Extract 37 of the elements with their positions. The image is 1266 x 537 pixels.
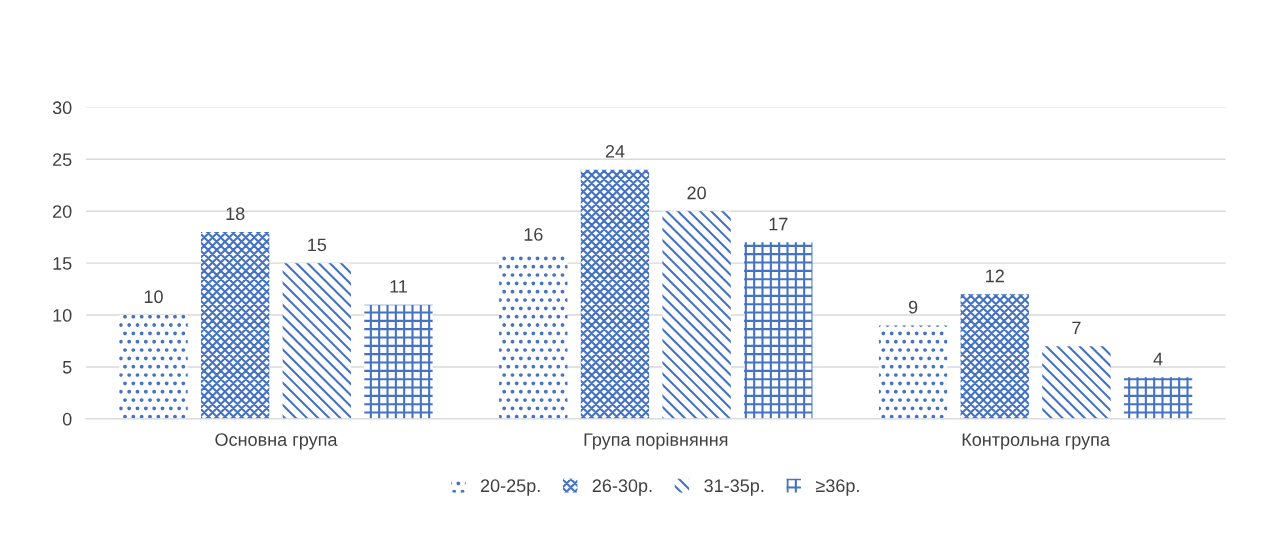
- bar: [282, 263, 351, 419]
- data-label: 18: [226, 207, 245, 221]
- bar: [200, 231, 270, 419]
- data-label: 11: [390, 280, 407, 293]
- bar: [364, 304, 433, 419]
- y-tick-label: 5: [62, 361, 72, 374]
- bar: [119, 315, 188, 419]
- data-label: 16: [524, 228, 543, 241]
- legend-label: 26-30р.: [592, 479, 652, 496]
- legend-label: 31-35р.: [704, 479, 764, 496]
- bar: [1042, 346, 1111, 419]
- data-label: 9: [908, 300, 918, 314]
- y-tick-label: 0: [62, 412, 72, 426]
- bar: [744, 242, 813, 419]
- x-tick-label: Основна група: [215, 433, 338, 450]
- bar: [662, 211, 731, 419]
- data-label: 24: [605, 145, 625, 158]
- legend-label: 20-25р.: [480, 479, 540, 496]
- y-tick-label: 15: [53, 257, 72, 270]
- data-label: 10: [144, 290, 163, 304]
- y-tick-label: 25: [53, 153, 72, 167]
- bar: [580, 169, 650, 419]
- y-tick-label: 30: [52, 101, 72, 115]
- y-tick-label: 20: [53, 205, 72, 218]
- data-label: 4: [1153, 352, 1163, 366]
- data-label: 7: [1072, 321, 1081, 335]
- legend-label: ≥36р.: [815, 479, 859, 496]
- data-label: 12: [986, 269, 1004, 283]
- data-label: 15: [308, 238, 327, 252]
- data-label: 17: [769, 217, 788, 231]
- data-label: 20: [687, 186, 706, 200]
- bar: [878, 325, 948, 419]
- y-tick-label: 10: [53, 308, 72, 322]
- x-tick-label: Група порівняння: [584, 432, 728, 450]
- bar: [960, 294, 1029, 419]
- x-tick-label: Контрольна група: [962, 433, 1110, 450]
- bar: [1123, 377, 1193, 419]
